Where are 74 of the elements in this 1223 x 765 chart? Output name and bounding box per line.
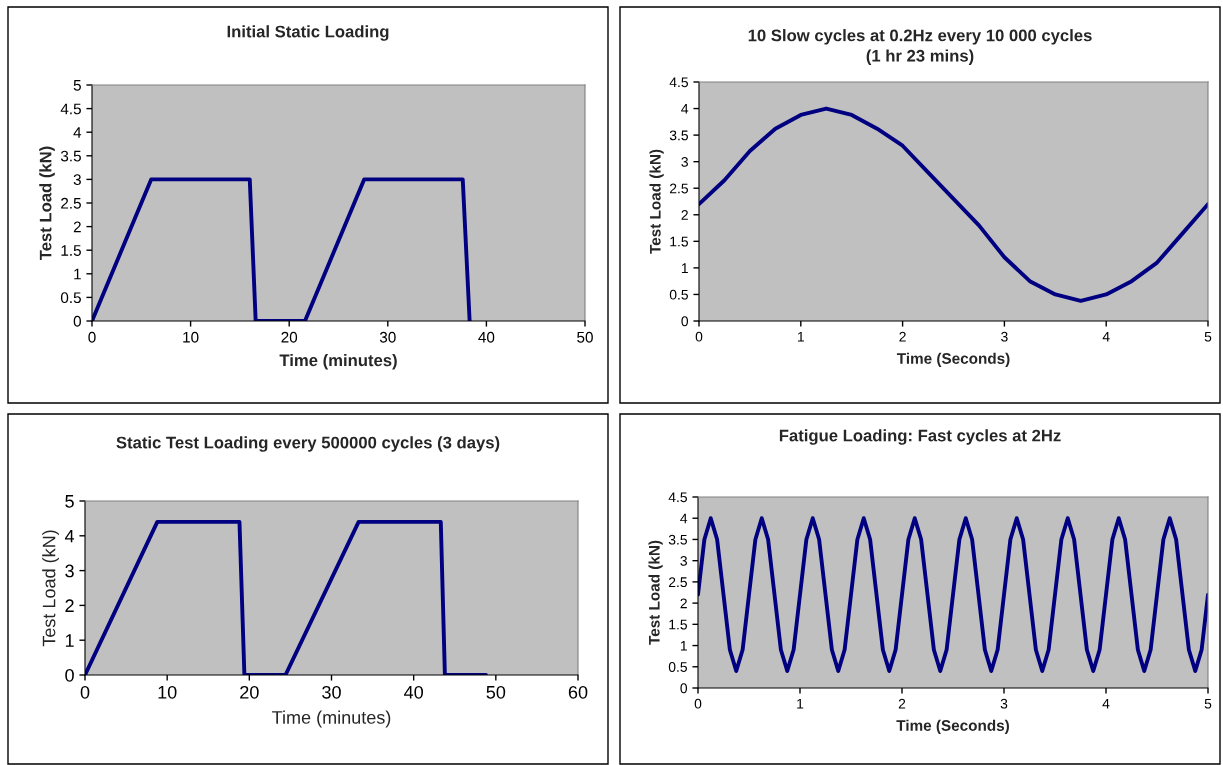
y-axis-title: Test Load (kN) bbox=[42, 530, 59, 647]
x-tick-label: 3 bbox=[1001, 331, 1008, 342]
chart-title: Initial Static Loading bbox=[227, 25, 389, 41]
chart-title: Fatigue Loading: Fast cycles at 2Hz bbox=[779, 429, 1061, 445]
y-tick-label: 2.5 bbox=[669, 183, 688, 194]
x-tick-label: 30 bbox=[379, 331, 396, 343]
y-tick-label: 4.5 bbox=[668, 492, 687, 503]
y-tick-label: 2 bbox=[680, 598, 687, 609]
y-tick-label: 2 bbox=[65, 599, 74, 612]
x-axis-title: Time (minutes) bbox=[279, 353, 397, 370]
x-tick-label: 4 bbox=[1102, 331, 1110, 342]
y-tick-label: 2.5 bbox=[61, 197, 81, 209]
y-tick-label: 2 bbox=[681, 210, 688, 220]
y-tick-label: 0 bbox=[681, 316, 689, 327]
y-tick-label: 1 bbox=[680, 641, 687, 651]
x-tick-label: 50 bbox=[486, 685, 506, 699]
y-tick-label: 1 bbox=[681, 263, 688, 273]
y-tick-label: 1 bbox=[65, 634, 74, 647]
y-tick-label: 3 bbox=[681, 157, 688, 167]
x-tick-label: 60 bbox=[568, 685, 588, 699]
y-tick-label: 1.5 bbox=[669, 619, 687, 630]
y-tick-label: 4 bbox=[681, 104, 689, 114]
y-tick-label: 2.5 bbox=[668, 577, 687, 588]
y-axis-title: Test Load (kN) bbox=[39, 146, 55, 261]
x-tick-label: 40 bbox=[478, 331, 495, 343]
y-tick-label: 3 bbox=[73, 174, 81, 186]
y-tick-label: 0.5 bbox=[668, 662, 687, 672]
y-tick-label: 2 bbox=[73, 221, 81, 233]
x-tick-label: 4 bbox=[1102, 698, 1110, 709]
x-tick-label: 10 bbox=[183, 331, 199, 343]
y-tick-label: 3.5 bbox=[669, 130, 688, 141]
y-tick-label: 4.5 bbox=[60, 103, 81, 115]
x-axis-title: Time (minutes) bbox=[272, 710, 391, 728]
x-tick-label: 30 bbox=[322, 685, 341, 699]
y-tick-label: 1.5 bbox=[61, 245, 81, 256]
x-tick-label: 3 bbox=[1000, 698, 1008, 709]
line-series bbox=[698, 516, 1208, 673]
y-tick-label: 3 bbox=[680, 556, 687, 566]
chart-title: Static Test Loading every 500000 cycles (3 days) bbox=[116, 436, 500, 452]
x-tick-label: 0 bbox=[88, 331, 96, 343]
line-series bbox=[699, 106, 1208, 303]
y-tick-label: 3.5 bbox=[668, 534, 687, 545]
x-tick-label: 5 bbox=[1204, 698, 1212, 709]
y-tick-label: 5 bbox=[73, 80, 81, 91]
x-tick-label: 2 bbox=[899, 331, 906, 342]
y-tick-label: 0.5 bbox=[60, 292, 81, 304]
chart-title: 10 Slow cycles at 0.2Hz every 10 000 cycles (1 hr 23 mins) bbox=[748, 29, 1092, 65]
x-tick-label: 20 bbox=[240, 685, 259, 699]
x-tick-label: 0 bbox=[694, 698, 702, 709]
x-tick-label: 40 bbox=[404, 685, 423, 699]
y-axis-title: Test Load (kN) bbox=[648, 540, 663, 645]
y-tick-label: 0 bbox=[65, 668, 74, 682]
y-tick-label: 0.5 bbox=[669, 289, 688, 300]
x-tick-label: 10 bbox=[158, 685, 177, 699]
x-tick-label: 5 bbox=[1204, 331, 1212, 342]
y-tick-label: 5 bbox=[65, 495, 74, 508]
x-tick-label: 1 bbox=[797, 698, 804, 709]
y-tick-label: 4 bbox=[680, 513, 688, 524]
x-tick-label: 1 bbox=[798, 331, 804, 342]
y-tick-label: 1.5 bbox=[670, 236, 688, 247]
x-tick-label: 2 bbox=[898, 698, 906, 709]
x-axis-title: Time (Seconds) bbox=[896, 719, 1009, 734]
y-tick-label: 4 bbox=[73, 127, 82, 138]
y-tick-label: 4 bbox=[64, 529, 75, 543]
y-tick-label: 0 bbox=[73, 315, 81, 327]
x-tick-label: 50 bbox=[577, 331, 593, 343]
y-tick-label: 3.5 bbox=[60, 150, 81, 162]
x-axis-title: Time (Seconds) bbox=[896, 352, 1010, 367]
x-tick-label: 0 bbox=[695, 331, 703, 342]
y-tick-label: 1 bbox=[74, 268, 81, 280]
y-tick-label: 4.5 bbox=[669, 77, 688, 88]
y-tick-label: 3 bbox=[65, 564, 74, 578]
x-tick-label: 20 bbox=[281, 331, 298, 343]
y-axis-title: Test Load (kN) bbox=[649, 149, 664, 254]
